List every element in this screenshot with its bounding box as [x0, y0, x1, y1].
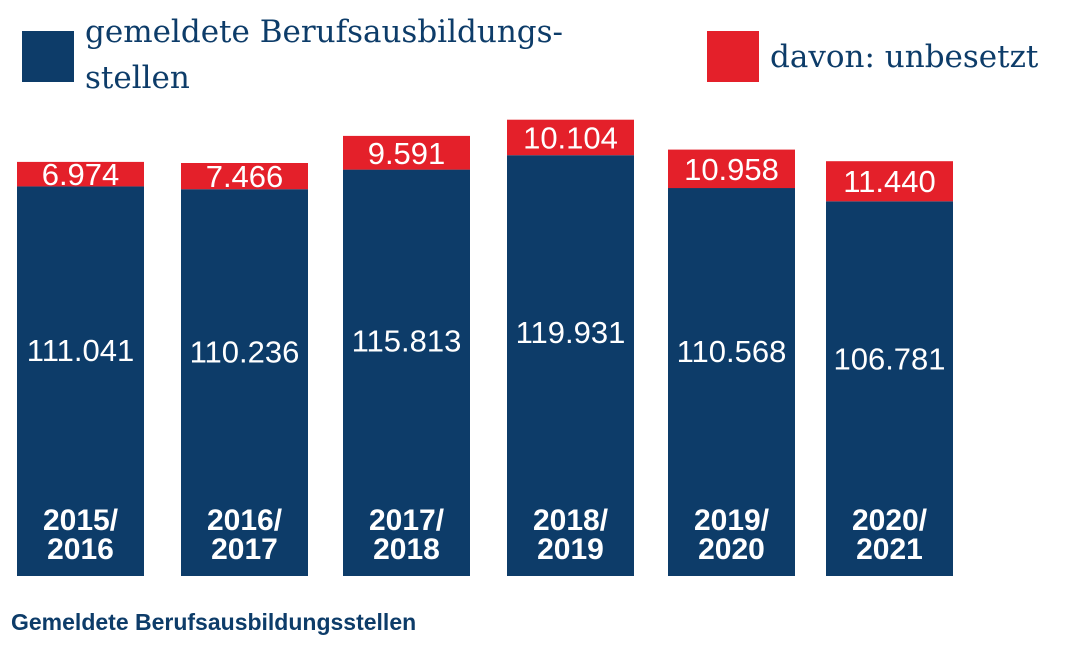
bar-total	[668, 188, 795, 576]
category-label: 2020	[698, 533, 765, 566]
bar-total	[181, 189, 308, 576]
bar-group: 6.974 111.041 2015/2016	[17, 157, 144, 577]
bar-unfilled	[507, 119, 634, 156]
data-label-total: 111.041	[27, 333, 134, 368]
bar-total	[826, 201, 953, 577]
data-label-unfilled: 6.974	[42, 157, 120, 192]
legend-label-total-line2: stellen	[85, 60, 190, 96]
category-label: 2017	[211, 533, 278, 566]
bar-unfilled	[343, 135, 470, 170]
bar-total	[507, 155, 634, 576]
bar-unfilled	[668, 149, 795, 189]
bar-group: 10.958 110.568 2019/2020	[668, 149, 795, 576]
data-label-total: 106.781	[833, 342, 945, 377]
bar-group: 11.440 106.781 2020/2021	[826, 161, 953, 577]
legend-swatch-unfilled	[707, 31, 759, 82]
bar-unfilled	[17, 161, 144, 187]
bar-total	[343, 169, 470, 576]
bar-unfilled	[181, 163, 308, 190]
bar-unfilled	[826, 161, 953, 202]
bar-group: 10.104 119.931 2018/2019	[507, 119, 634, 576]
category-label: 2015/	[43, 504, 119, 537]
data-label-unfilled: 9.591	[368, 136, 446, 171]
legend: gemeldete Berufsausbildungs- stellen dav…	[22, 14, 1039, 96]
category-label: 2016	[47, 533, 114, 566]
legend-swatch-total	[22, 31, 74, 82]
bars-group: 6.974 111.041 2015/2016 7.466 110.236 2016/20…	[17, 119, 953, 577]
category-label: 2017/	[369, 504, 445, 537]
chart-caption: Gemeldete Berufsausbildungsstellen	[11, 609, 417, 635]
category-label: 2019	[537, 533, 604, 566]
data-label-total: 115.813	[352, 323, 462, 358]
bar-group: 7.466 110.236 2016/2017	[181, 159, 308, 576]
category-label: 2021	[856, 533, 923, 566]
data-label-unfilled: 10.104	[523, 120, 618, 155]
data-label-unfilled: 11.440	[843, 164, 936, 199]
data-label-unfilled: 7.466	[206, 159, 284, 194]
data-label-total: 110.236	[190, 335, 300, 370]
legend-label-total-line1: gemeldete Berufsausbildungs-	[85, 14, 563, 50]
category-label: 2020/	[852, 504, 928, 537]
data-label-unfilled: 10.958	[684, 152, 779, 187]
category-label: 2018	[373, 533, 440, 566]
category-label: 2019/	[694, 504, 770, 537]
legend-label-unfilled: davon: unbesetzt	[770, 39, 1039, 75]
data-label-total: 110.568	[677, 334, 787, 369]
bar-total	[17, 186, 144, 577]
category-label: 2018/	[533, 504, 609, 537]
data-label-total: 119.931	[516, 315, 626, 350]
bar-group: 9.591 115.813 2017/2018	[343, 136, 470, 576]
category-label: 2016/	[207, 504, 283, 537]
